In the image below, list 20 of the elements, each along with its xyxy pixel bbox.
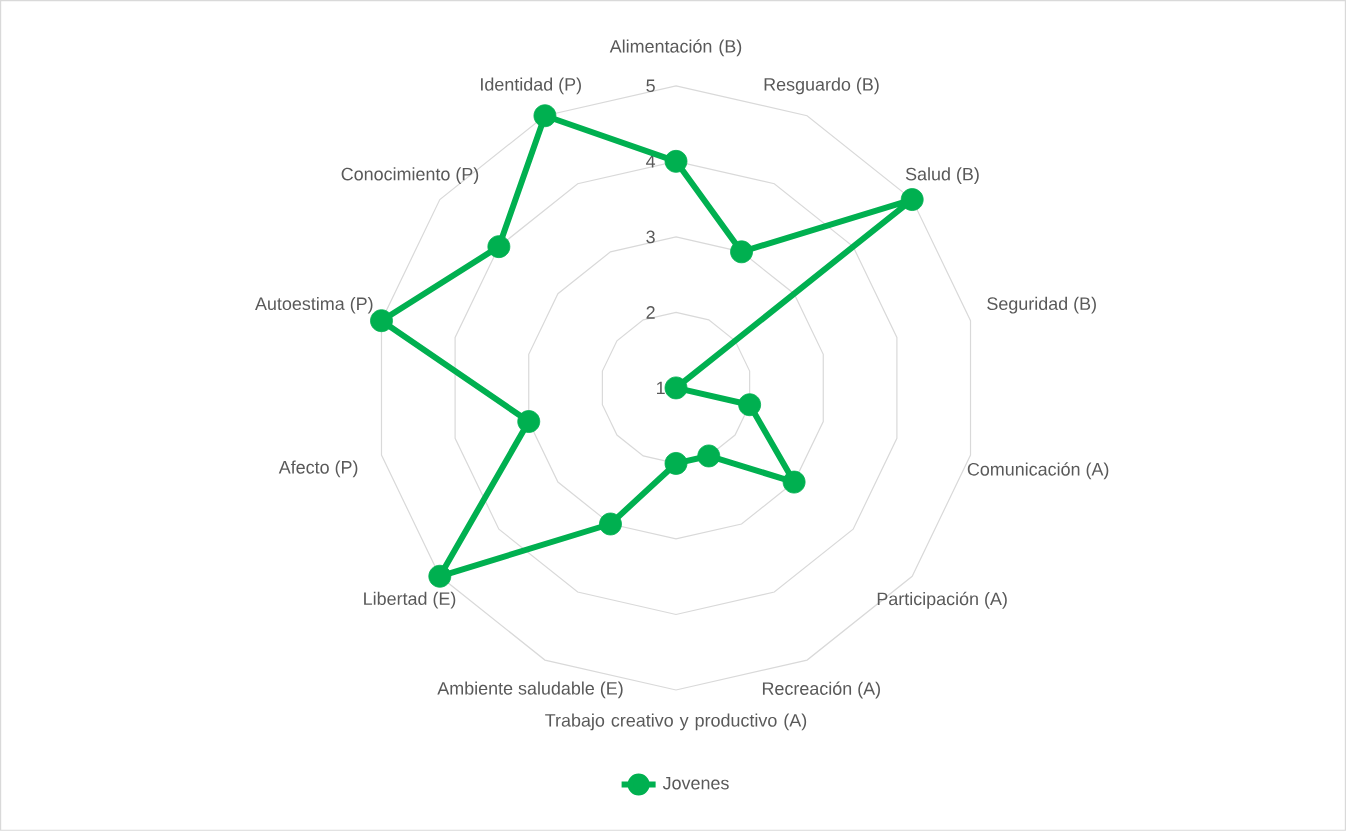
spoke-label: Libertad (E)	[364, 591, 456, 609]
spoke-label: Recreación (A)	[762, 681, 880, 699]
spoke-label: Alimentación (B)	[609, 39, 742, 57]
y-tick-label: 1	[657, 381, 665, 395]
spoke-label: Identidad (P)	[481, 77, 581, 95]
y-tick-label: 3	[646, 230, 655, 244]
spoke-label: Comunicación (A)	[967, 462, 1109, 480]
spoke-label: Afecto (P)	[278, 460, 358, 478]
spoke-label: Salud (B)	[905, 167, 979, 185]
legend-label: Jovenes	[662, 776, 729, 790]
y-tick-label: 5	[646, 79, 655, 93]
spoke-label: Resguardo (B)	[764, 77, 879, 95]
spoke-label: Seguridad (B)	[987, 296, 1096, 314]
spoke-label: Participación (A)	[877, 591, 1007, 609]
spoke-label: Autoestima (P)	[255, 296, 373, 314]
spoke-label: Trabajo creativo y productivo (A)	[545, 713, 807, 731]
spoke-label: Conocimiento (P)	[341, 167, 479, 185]
y-tick-label: 2	[646, 306, 655, 319]
spoke-label: Ambiente saludable (E)	[437, 681, 623, 699]
y-tick-label: 4	[646, 155, 656, 168]
